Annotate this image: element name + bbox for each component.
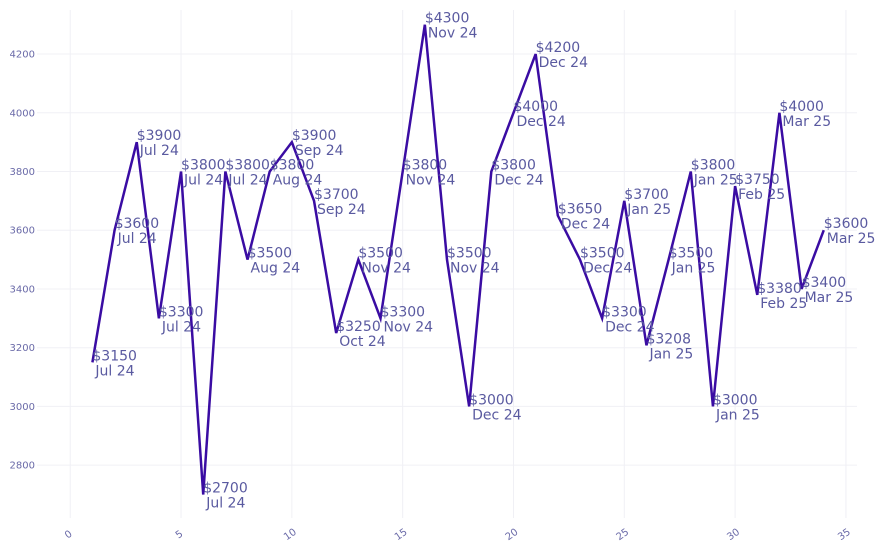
data-label-month: Nov 24	[428, 26, 478, 42]
series-line	[91, 24, 825, 495]
data-label-price: $3800	[491, 158, 536, 174]
data-label-month: Nov 24	[450, 261, 500, 277]
data-label-price: $3900	[137, 128, 182, 144]
data-label-month: Jul 24	[94, 363, 134, 379]
y-tick-label: 4200	[10, 50, 35, 61]
data-label-month: Mar 25	[805, 290, 854, 306]
x-tick-label: 20	[504, 527, 521, 543]
data-label-price: $4200	[536, 40, 581, 56]
data-label-month: Dec 24	[605, 319, 654, 335]
data-label-month: Feb 25	[738, 187, 785, 203]
y-tick-label: 3200	[10, 343, 35, 354]
series-layer	[91, 24, 825, 495]
data-label-month: Jan 25	[715, 407, 760, 423]
data-label-month: Nov 24	[406, 173, 456, 189]
data-label-month: Nov 24	[361, 261, 411, 277]
data-label-month: Aug 24	[273, 173, 323, 189]
data-label-price: $3650	[558, 202, 603, 218]
y-tick-label: 3600	[10, 226, 35, 237]
data-label-month: Dec 24	[494, 173, 543, 189]
data-label-price: $3500	[358, 246, 403, 262]
data-label-month: Jul 24	[139, 143, 179, 159]
x-axis-ticks: 0 5 10 15 20 25 30 35	[63, 527, 853, 543]
data-label-price: $3900	[292, 128, 337, 144]
data-label-price: $3500	[580, 246, 625, 262]
data-label-month: Jul 24	[205, 496, 245, 512]
data-label-price: $3500	[447, 246, 492, 262]
data-label-price: $3300	[381, 304, 426, 320]
data-label-month: Jul 24	[161, 319, 201, 335]
data-label-price: $4000	[779, 99, 824, 115]
data-label-price: $3600	[115, 216, 160, 232]
data-label-month: Dec 24	[583, 261, 632, 277]
data-label-month: Sep 24	[317, 202, 366, 218]
x-tick-label: 10	[282, 527, 299, 543]
data-label-price: $3700	[314, 187, 359, 203]
y-tick-label: 3800	[10, 167, 35, 178]
y-tick-label: 3400	[10, 284, 35, 295]
data-label-price: $3800	[181, 158, 226, 174]
data-label-month: Nov 24	[384, 319, 434, 335]
y-axis-ticks: 2800 3000 3200 3400 3600 3800 4000 4200	[10, 50, 35, 472]
data-label-month: Jan 25	[648, 346, 693, 362]
data-label-price: $3700	[624, 187, 669, 203]
data-label-month: Mar 25	[782, 114, 831, 130]
data-label-month: Jan 25	[693, 173, 738, 189]
x-tick-label: 5	[174, 529, 186, 542]
data-label-price: $3000	[713, 392, 758, 408]
data-label-month: Jan 25	[671, 261, 716, 277]
data-label-month: Dec 24	[472, 407, 521, 423]
grid	[37, 10, 857, 518]
x-tick-label: 15	[393, 527, 410, 543]
data-label-month: Feb 25	[760, 296, 807, 312]
data-label-price: $3600	[824, 216, 869, 232]
data-label-month: Sep 24	[295, 143, 344, 159]
data-label-price: $3800	[403, 158, 448, 174]
data-label-price: $3400	[802, 275, 847, 291]
data-label-price: $3000	[469, 392, 514, 408]
data-label-price: $4000	[513, 99, 558, 115]
y-tick-label: 3000	[10, 402, 35, 413]
data-label-price: $3500	[248, 246, 293, 262]
data-label-month: Jan 25	[626, 202, 671, 218]
data-label-month: Jul 24	[117, 231, 157, 247]
data-label-month: Jul 24	[227, 173, 267, 189]
data-label-price: $3800	[225, 158, 270, 174]
y-tick-label: 2800	[10, 461, 35, 472]
data-label-month: Dec 24	[516, 114, 565, 130]
data-label-month: Dec 24	[539, 55, 588, 71]
data-label-price: $3800	[691, 158, 736, 174]
data-label-price: $3800	[270, 158, 315, 174]
data-label-price: $3300	[602, 304, 647, 320]
data-label-month: Aug 24	[251, 261, 301, 277]
data-label-month: Mar 25	[827, 231, 876, 247]
data-label-price: $3208	[646, 331, 691, 347]
data-label-price: $3750	[735, 172, 780, 188]
data-label-price: $4300	[425, 11, 470, 27]
data-label-price: $3300	[159, 304, 204, 320]
x-tick-label: 35	[836, 527, 853, 543]
data-label-price: $3500	[669, 246, 714, 262]
data-label-month: Dec 24	[561, 217, 610, 233]
data-label-price: $2700	[203, 481, 248, 497]
data-label-price: $3150	[92, 348, 137, 364]
x-tick-label: 30	[725, 527, 742, 543]
x-tick-label: 25	[614, 527, 631, 543]
data-label-price: $3250	[336, 319, 381, 335]
y-tick-label: 4000	[10, 108, 35, 119]
data-label-month: Jul 24	[183, 173, 223, 189]
data-label-price: $3380	[757, 281, 802, 297]
data-label-month: Oct 24	[339, 334, 386, 350]
x-tick-label: 0	[63, 529, 75, 542]
